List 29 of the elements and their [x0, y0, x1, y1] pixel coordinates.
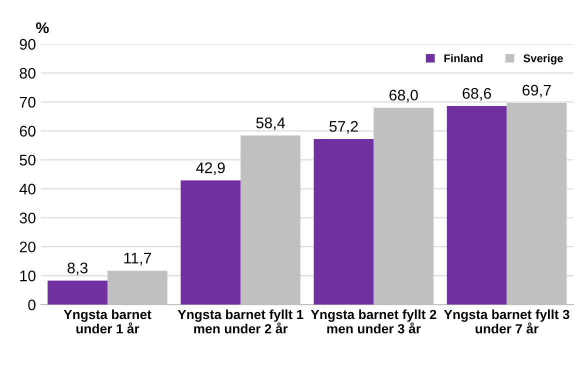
- y-tick-label: 40: [19, 184, 36, 194]
- y-tick-label: 80: [20, 68, 36, 79]
- bar: [48, 280, 108, 305]
- data-label: 68,0: [390, 90, 418, 102]
- data-label: 11,7: [124, 252, 151, 266]
- y-tick-label: 70: [20, 96, 36, 108]
- legend-label: Finland: [444, 54, 482, 62]
- legend-label: Sverige: [523, 54, 563, 65]
- x-tick-label: Yngsta barnet fyllt 1 men under 2 år: [178, 309, 304, 334]
- x-tick-label: Yngsta barnet fyllt 3 under 7 år: [444, 309, 570, 334]
- data-label: 69,7: [522, 84, 551, 98]
- y-tick-label: 30: [20, 212, 36, 224]
- bar: [446, 106, 507, 305]
- data-label: 42,9: [196, 162, 225, 176]
- y-tick-label: 90: [20, 38, 36, 50]
- x-tick-label: Yngsta barnet fyllt 2 men under 3 år: [310, 309, 436, 334]
- y-tick-label: 50: [20, 154, 36, 166]
- y-axis-title: %: [36, 22, 49, 34]
- data-label: 68,6: [462, 88, 492, 101]
- bar: [180, 180, 241, 305]
- data-label: 57,2: [329, 121, 358, 134]
- data-label: 58,4: [256, 118, 285, 130]
- y-tick-label: 0: [28, 299, 36, 310]
- bar: [314, 139, 374, 305]
- y-tick-label: 10: [20, 270, 36, 282]
- data-label: 8,3: [68, 262, 88, 276]
- y-tick-label: 60: [20, 126, 36, 137]
- y-tick-label: 20: [20, 242, 36, 252]
- x-tick-label: Yngsta barnet under 1 år: [64, 309, 152, 334]
